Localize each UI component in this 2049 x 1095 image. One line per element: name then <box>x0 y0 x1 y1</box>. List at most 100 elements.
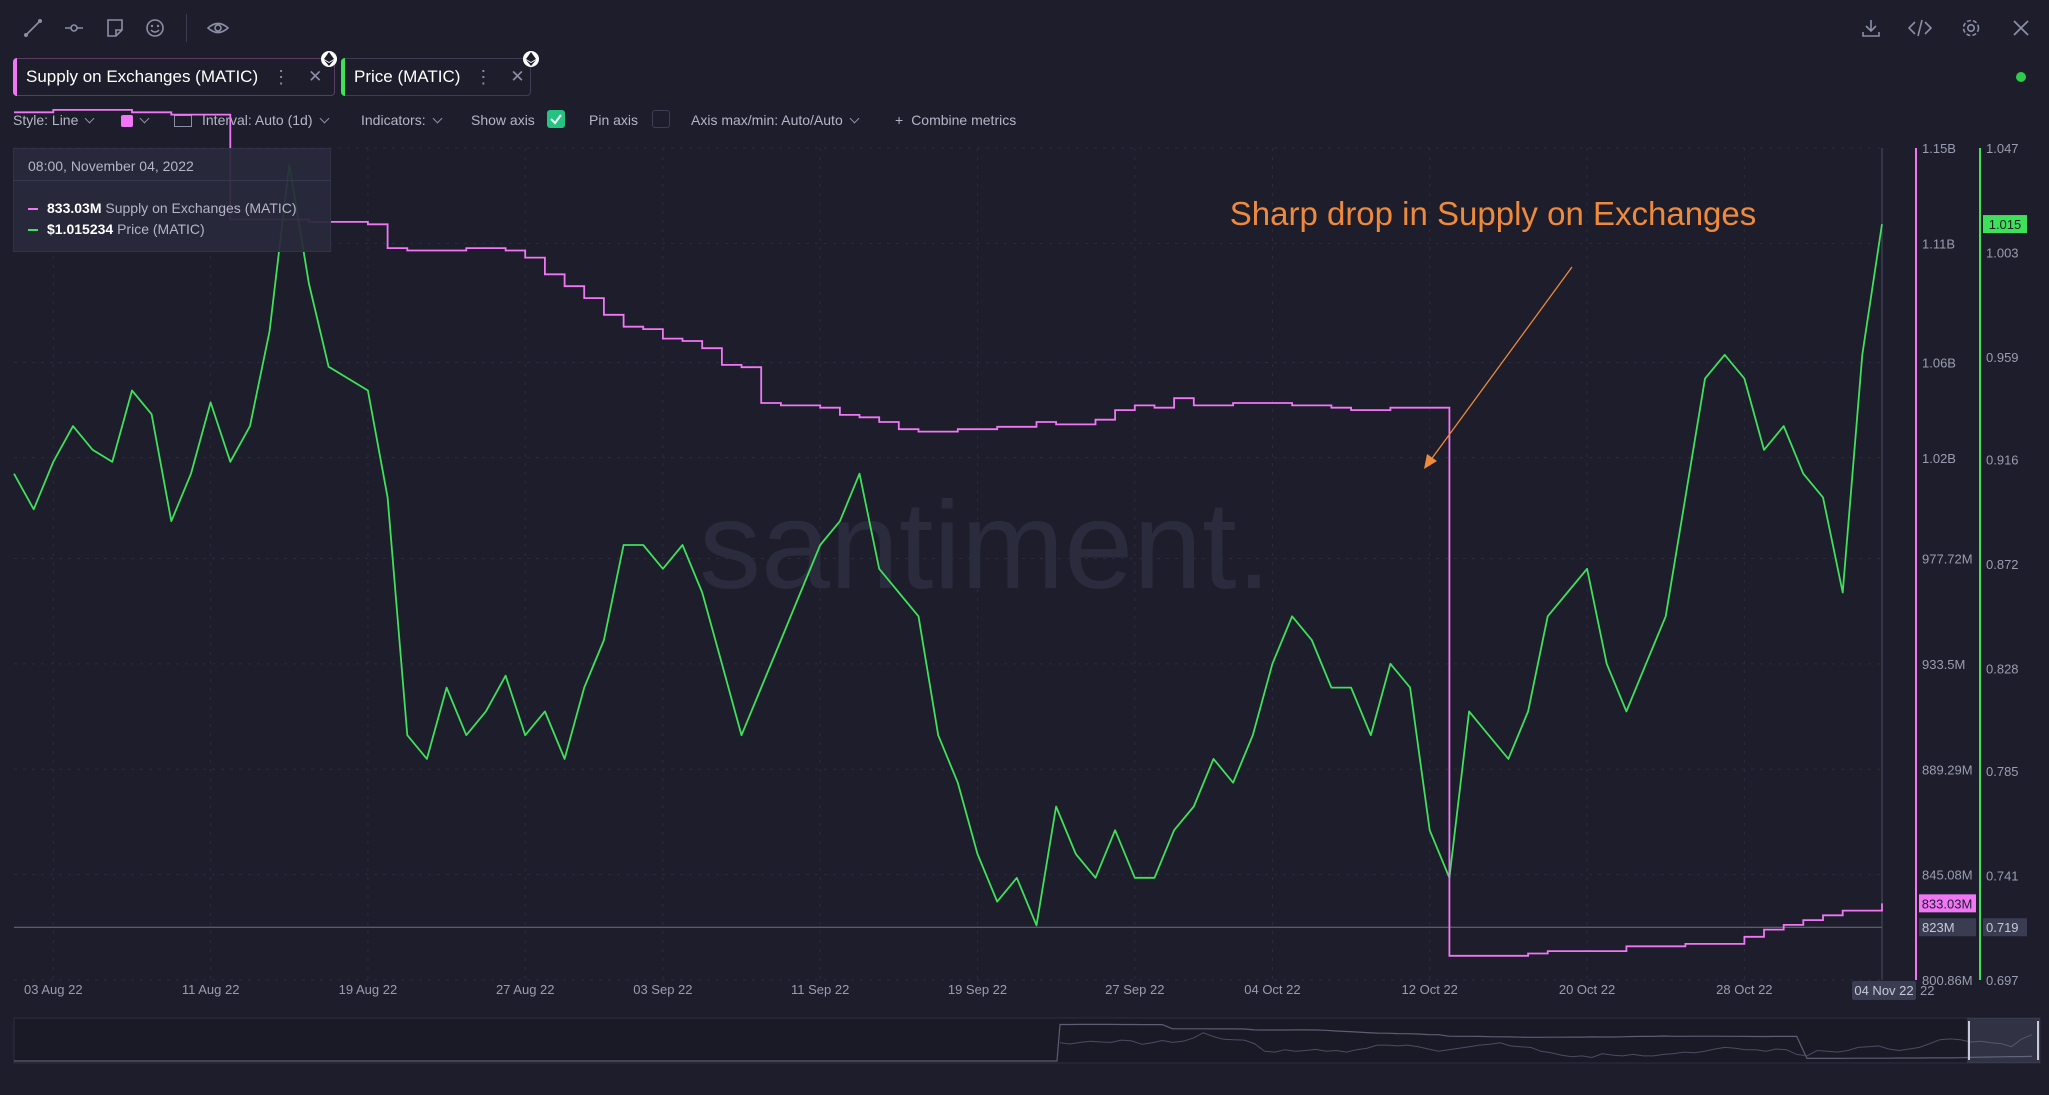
supply-series-line[interactable] <box>14 109 1883 957</box>
price-tick-label: 1.003 <box>1986 246 2019 261</box>
metric-label: Price (MATIC) <box>354 67 461 86</box>
more-options-icon[interactable]: ⋮ <box>474 66 493 87</box>
checkbox-checked-icon <box>546 110 565 129</box>
x-tick-label: 27 Sep 22 <box>1105 982 1164 997</box>
axis-maxmin-label: Axis max/min: Auto/Auto <box>691 112 843 128</box>
top-toolbar <box>0 0 2049 54</box>
x-cursor-date-label: 04 Nov 22 <box>1854 983 1913 998</box>
price-tick-label: 0.959 <box>1986 350 2019 365</box>
supply-tick-label: 889.29M <box>1922 762 1973 777</box>
tooltip-value: 833.03M <box>47 200 102 216</box>
navigator-price-line <box>1059 1032 2033 1059</box>
price-tick-label: 0.828 <box>1986 662 2019 677</box>
x-tick-label: 03 Aug 22 <box>24 982 83 997</box>
tooltip-row-supply: 833.03M Supply on Exchanges (MATIC) <box>28 200 297 216</box>
ethereum-icon <box>523 51 539 67</box>
axis-maxmin-dropdown[interactable]: Axis max/min: Auto/Auto <box>691 112 860 128</box>
x-tick-label: 19 Aug 22 <box>339 982 398 997</box>
style-dropdown[interactable]: Style: Line <box>13 112 95 128</box>
x-tick-label: 11 Aug 22 <box>182 982 240 997</box>
supply-tick-label: 1.15B <box>1922 141 1956 156</box>
tooltip-label: Supply on Exchanges (MATIC) <box>105 200 297 216</box>
supply-crosshair-badge <box>1919 918 1976 937</box>
legend-swatch <box>28 208 38 211</box>
supply-tick-label: 933.5M <box>1922 657 1965 672</box>
x-tick-label: 11 Sep 22 <box>791 982 849 997</box>
x-tick-label: 03 Sep 22 <box>633 982 692 997</box>
metric-color-bar <box>13 58 17 96</box>
price-crosshair-badge <box>1983 918 2027 937</box>
line-tool-icon[interactable] <box>19 14 47 42</box>
metric-tab-supply[interactable]: Supply on Exchanges (MATIC) ⋮ ✕ <box>13 58 335 96</box>
x-tick-label: 04 Oct 22 <box>1244 982 1300 997</box>
pin-axis-toggle[interactable]: Pin axis <box>589 110 670 130</box>
navigator-frame <box>13 1017 2041 1064</box>
supply-tick-label: 800.86M <box>1922 973 1973 988</box>
tooltip-value: $1.015234 <box>47 221 114 237</box>
x-tick-label: 19 Sep 22 <box>948 982 1007 997</box>
supply-current-label: 833.03M <box>1922 896 1973 911</box>
price-series-line[interactable] <box>13 163 1883 927</box>
color-picker[interactable] <box>121 112 150 128</box>
x-tick-label: 28 Oct 22 <box>1716 982 1772 997</box>
note-icon[interactable] <box>101 14 129 42</box>
supply-tick-label: 1.02B <box>1922 451 1956 466</box>
combine-metrics-button[interactable]: + Combine metrics <box>895 112 1016 128</box>
tooltip-date: 08:00, November 04, 2022 <box>14 149 330 181</box>
axis-value-labels: 833.03M 823M 1.015 0.719 <box>1919 215 2027 937</box>
eye-icon[interactable] <box>204 14 232 42</box>
chart-tooltip: 08:00, November 04, 2022 833.03M Supply … <box>13 148 331 252</box>
indicators-label: Indicators: <box>361 112 426 128</box>
plus-icon: + <box>895 112 904 128</box>
metric-tab-price[interactable]: Price (MATIC) ⋮ ✕ <box>341 58 531 96</box>
supply-crosshair-label: 823M <box>1922 920 1955 935</box>
price-current-badge <box>1983 215 2027 234</box>
tooltip-row-price: $1.015234 Price (MATIC) <box>28 221 205 237</box>
supply-tick-label: 845.08M <box>1922 868 1973 883</box>
price-current-label: 1.015 <box>1989 217 2022 232</box>
annotation-text: Sharp drop in Supply on Exchanges <box>1230 195 1757 232</box>
supply-axis: 1.15B 1.11B 1.06B 1.02B 977.72M 933.5M 889.29M… <box>1915 141 1973 988</box>
supply-tick-label: 1.11B <box>1922 236 1955 251</box>
price-axis: 1.047 1.003 0.959 0.916 0.872 0.828 0.785 0.741… <box>1979 141 2019 988</box>
horizontal-line-icon[interactable] <box>60 14 88 42</box>
x-axis: 03 Aug 22 11 Aug 22 19 Aug 22 27 Aug 22 03 S… <box>24 981 1934 1000</box>
remove-metric-icon[interactable]: ✕ <box>308 67 323 86</box>
color-swatch <box>121 115 133 128</box>
ruler-icon <box>174 115 192 128</box>
grid-lines <box>14 147 1882 981</box>
combine-metrics-label: Combine metrics <box>911 112 1017 128</box>
x-tick-label: 20 Oct 22 <box>1559 982 1615 997</box>
price-tick-label: 0.741 <box>1986 868 2019 883</box>
annotation-arrow-line <box>1429 266 1573 462</box>
navigator-panel[interactable] <box>13 1017 2041 1064</box>
more-options-icon[interactable]: ⋮ <box>272 66 291 87</box>
santiment-watermark: santiment. <box>699 477 1271 615</box>
legend-swatch <box>28 229 38 232</box>
metric-label: Supply on Exchanges (MATIC) <box>26 67 259 86</box>
settings-gear-icon[interactable] <box>1957 14 1985 42</box>
price-tick-label: 0.697 <box>1986 973 2019 988</box>
close-icon[interactable] <box>2007 14 2035 42</box>
show-axis-toggle[interactable]: Show axis <box>471 110 565 130</box>
x-tick-label: 12 Oct 22 <box>1402 982 1458 997</box>
style-label: Style: Line <box>13 112 79 128</box>
annotation-group: Sharp drop in Supply on Exchanges <box>1230 195 1757 469</box>
remove-metric-icon[interactable]: ✕ <box>510 67 525 86</box>
indicators-dropdown[interactable]: Indicators: <box>361 112 443 128</box>
price-tick-label: 0.785 <box>1986 764 2019 779</box>
x-cursor-date-badge <box>1852 981 1916 1000</box>
x-tick-label-tail: 22 <box>1920 983 1934 998</box>
x-tick-label: 27 Aug 22 <box>496 982 555 997</box>
toolbar-divider <box>186 14 187 42</box>
supply-current-badge <box>1919 894 1976 913</box>
emoji-icon[interactable] <box>141 14 169 42</box>
navigator-supply-line <box>14 1023 2033 1062</box>
supply-tick-label: 977.72M <box>1922 552 1973 567</box>
embed-code-icon[interactable] <box>1906 14 1934 42</box>
pin-axis-label: Pin axis <box>589 112 639 128</box>
download-icon[interactable] <box>1857 14 1885 42</box>
price-tick-label: 0.872 <box>1986 557 2019 572</box>
live-status-dot <box>2016 72 2026 82</box>
